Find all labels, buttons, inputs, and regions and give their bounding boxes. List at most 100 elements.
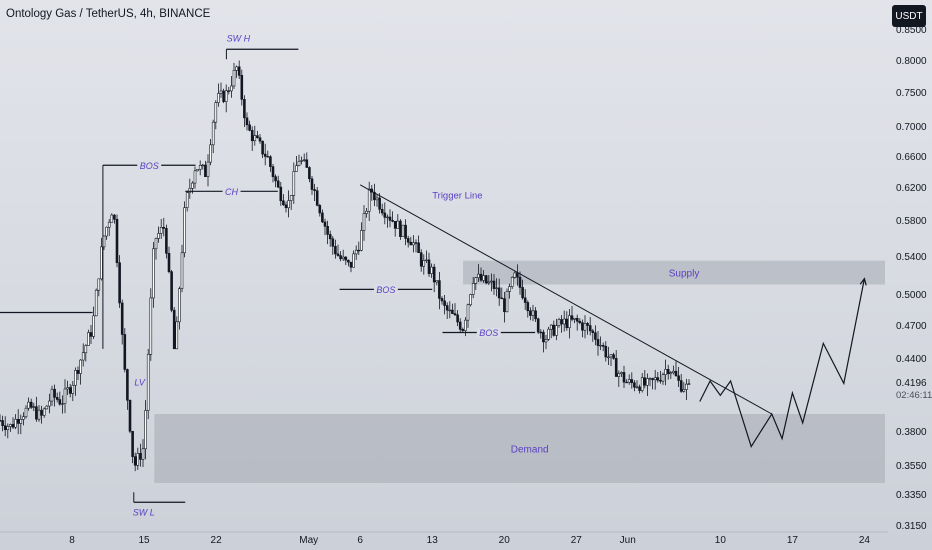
- candle: [305, 152, 309, 168]
- candle-body: [289, 195, 293, 201]
- candle: [380, 203, 384, 216]
- candle: [630, 372, 634, 389]
- candle-body: [471, 283, 475, 295]
- candle-body: [404, 224, 407, 239]
- candle-body: [42, 408, 46, 416]
- candle-body: [115, 218, 119, 264]
- candle: [126, 368, 129, 410]
- candle-body: [71, 384, 75, 394]
- time-tick-label: 17: [787, 535, 799, 546]
- candle-body: [29, 401, 33, 408]
- candle: [276, 175, 280, 189]
- candle-body: [451, 309, 454, 314]
- candle: [37, 405, 41, 422]
- candle-body: [326, 225, 329, 235]
- candle-body: [227, 90, 231, 92]
- candle: [48, 393, 51, 414]
- candle: [256, 130, 259, 139]
- candle: [596, 331, 600, 356]
- candle: [542, 329, 545, 353]
- candle: [193, 166, 197, 189]
- candle: [9, 423, 12, 432]
- price-chart[interactable]: Supply Demand SW H BOS CH BOS BOS SW L Trigger L…: [0, 0, 888, 550]
- candle-body: [386, 216, 389, 219]
- candle: [61, 395, 64, 414]
- candle-body: [74, 370, 77, 386]
- candle-body: [347, 259, 350, 263]
- candle: [534, 307, 537, 323]
- candle: [503, 291, 506, 323]
- candle-body: [107, 221, 111, 228]
- candle: [484, 274, 488, 285]
- candle: [643, 370, 647, 389]
- candle: [633, 380, 636, 392]
- candle-body: [94, 289, 98, 317]
- candle: [235, 65, 238, 79]
- candle-body: [219, 90, 223, 94]
- candle: [672, 365, 675, 375]
- price-tick-label: 0.6200: [896, 182, 927, 194]
- candle: [406, 235, 410, 248]
- candle: [107, 219, 111, 236]
- candle: [154, 237, 158, 260]
- candle-body: [380, 208, 384, 214]
- candle-body: [204, 164, 207, 178]
- candle-body: [625, 381, 628, 384]
- candle: [136, 447, 140, 470]
- candle: [19, 414, 23, 435]
- candle: [640, 373, 644, 393]
- candle: [653, 369, 657, 390]
- candle: [555, 318, 558, 341]
- candle: [573, 317, 576, 324]
- candle-body: [438, 280, 441, 299]
- candle-body: [373, 191, 376, 201]
- candle: [588, 317, 592, 336]
- candle: [263, 143, 267, 166]
- candle-body: [128, 399, 132, 432]
- candle: [22, 412, 25, 426]
- candle: [583, 315, 587, 339]
- candle: [185, 190, 189, 212]
- candle-body: [183, 207, 186, 254]
- candle: [146, 348, 150, 420]
- candle: [557, 317, 561, 328]
- candle-body: [321, 212, 324, 223]
- candle-body: [497, 287, 501, 299]
- candle: [477, 264, 480, 283]
- candle-body: [417, 242, 420, 253]
- candle-body: [292, 171, 296, 196]
- candle: [315, 186, 319, 207]
- candle: [370, 184, 374, 201]
- candle: [97, 278, 101, 297]
- candle: [32, 402, 36, 412]
- candle-body: [635, 386, 639, 388]
- candle-body: [643, 377, 647, 386]
- candle: [66, 380, 69, 395]
- candle-body: [193, 170, 197, 184]
- candle-body: [375, 197, 379, 201]
- currency-button[interactable]: USDT: [892, 5, 926, 27]
- candle-body: [339, 255, 342, 260]
- candle-body: [180, 252, 184, 289]
- candle-body: [604, 346, 608, 358]
- candle: [443, 295, 446, 315]
- candle-body: [68, 387, 72, 394]
- candle-body: [76, 370, 80, 374]
- candle-body: [687, 383, 691, 385]
- candle-body: [274, 176, 277, 182]
- candle-body: [513, 272, 517, 278]
- candle-body: [492, 280, 496, 289]
- candle-body: [583, 323, 587, 331]
- candle: [100, 237, 103, 281]
- candle-body: [549, 324, 553, 330]
- level-bos-label: BOS: [140, 161, 159, 171]
- candle: [123, 328, 127, 373]
- candle-body: [456, 314, 459, 323]
- candle-body: [149, 297, 153, 355]
- candle: [674, 361, 678, 377]
- candle: [685, 378, 688, 400]
- time-tick-label: 24: [859, 535, 871, 546]
- time-axis: 8 15 22 May 6 13 20 27 Jun 10 17 24: [0, 531, 888, 546]
- candle-body: [313, 189, 316, 192]
